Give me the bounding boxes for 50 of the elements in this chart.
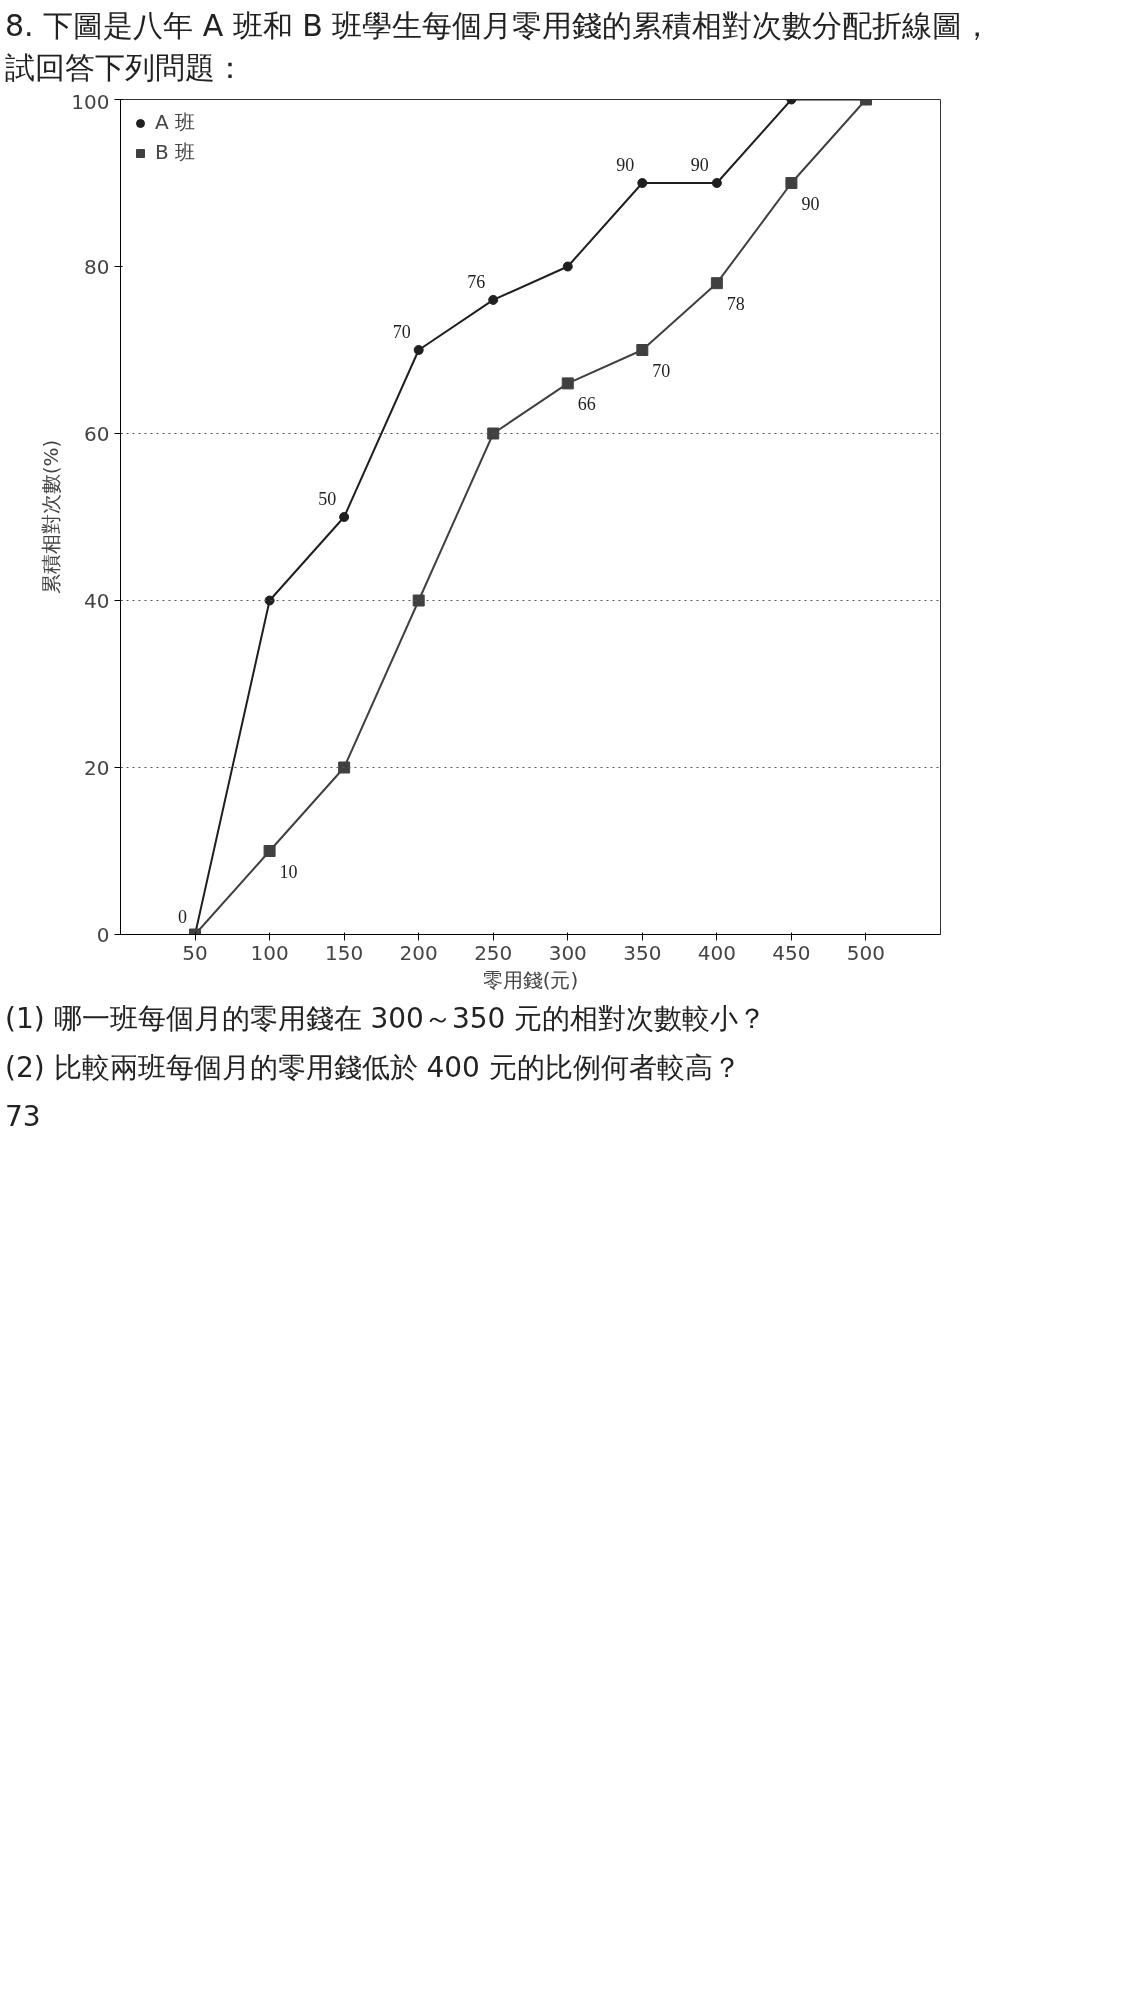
point <box>338 761 351 774</box>
y-tick-label: 20 <box>84 755 110 780</box>
x-tick-label: 450 <box>772 940 811 965</box>
point <box>562 261 573 272</box>
point <box>263 845 276 857</box>
x-tick-label: 500 <box>846 940 886 965</box>
point <box>561 377 574 390</box>
data-label: 70 <box>392 322 411 342</box>
x-tick-label: 250 <box>474 940 513 965</box>
legend-label: B 班 <box>155 139 196 166</box>
x-tick-label: 50 <box>182 940 208 965</box>
y-tick-label: 80 <box>84 254 110 279</box>
data-label: 50 <box>318 489 337 509</box>
x-tick-label: 200 <box>399 940 438 965</box>
point <box>412 594 425 607</box>
data-label: 70 <box>652 361 671 381</box>
x-tick-label: 350 <box>623 940 662 965</box>
data-label: 66 <box>577 394 596 415</box>
point <box>488 294 499 305</box>
point <box>710 277 723 290</box>
y-axis-title: 累積相對次數(%) <box>39 439 64 595</box>
y-tick-label: 100 <box>71 89 110 114</box>
data-label: 90 <box>616 155 635 175</box>
point <box>264 595 275 606</box>
legend-label: A 班 <box>155 109 196 136</box>
y-tick-label: 0 <box>96 922 110 947</box>
y-tick-label: 40 <box>84 588 110 613</box>
point <box>487 427 500 440</box>
data-label: 10 <box>279 862 298 882</box>
x-tick-label: 150 <box>325 940 364 965</box>
point <box>785 177 798 189</box>
point <box>413 345 424 355</box>
data-label: 0 <box>178 906 188 927</box>
data-label: 78 <box>726 294 745 315</box>
data-label: 76 <box>467 271 486 292</box>
x-tick-label: 300 <box>548 940 587 965</box>
point <box>636 344 649 356</box>
point <box>711 178 722 188</box>
point <box>339 512 350 522</box>
text: 73 <box>5 1099 41 1136</box>
text: (2) 比較兩班每個月的零用錢低於 400 元的比例何者較高？ <box>5 1050 741 1087</box>
data-label: 90 <box>690 155 709 175</box>
y-tick-label: 60 <box>84 421 110 446</box>
chart-title: 8. 下圖是八年 A 班和 B 班學生每個月零用錢的累積相對次數分配折線圖，試回答下列問題： <box>5 7 994 87</box>
text: (1) 哪一班每個月的零用錢在 300～350 元的相對次數較小？ <box>5 1001 767 1037</box>
point <box>637 178 648 188</box>
data-label: 90 <box>801 194 820 214</box>
x-tick-label: 400 <box>697 940 736 965</box>
x-axis-title: 零用錢(元) <box>482 967 579 992</box>
x-tick-label: 100 <box>250 940 289 965</box>
